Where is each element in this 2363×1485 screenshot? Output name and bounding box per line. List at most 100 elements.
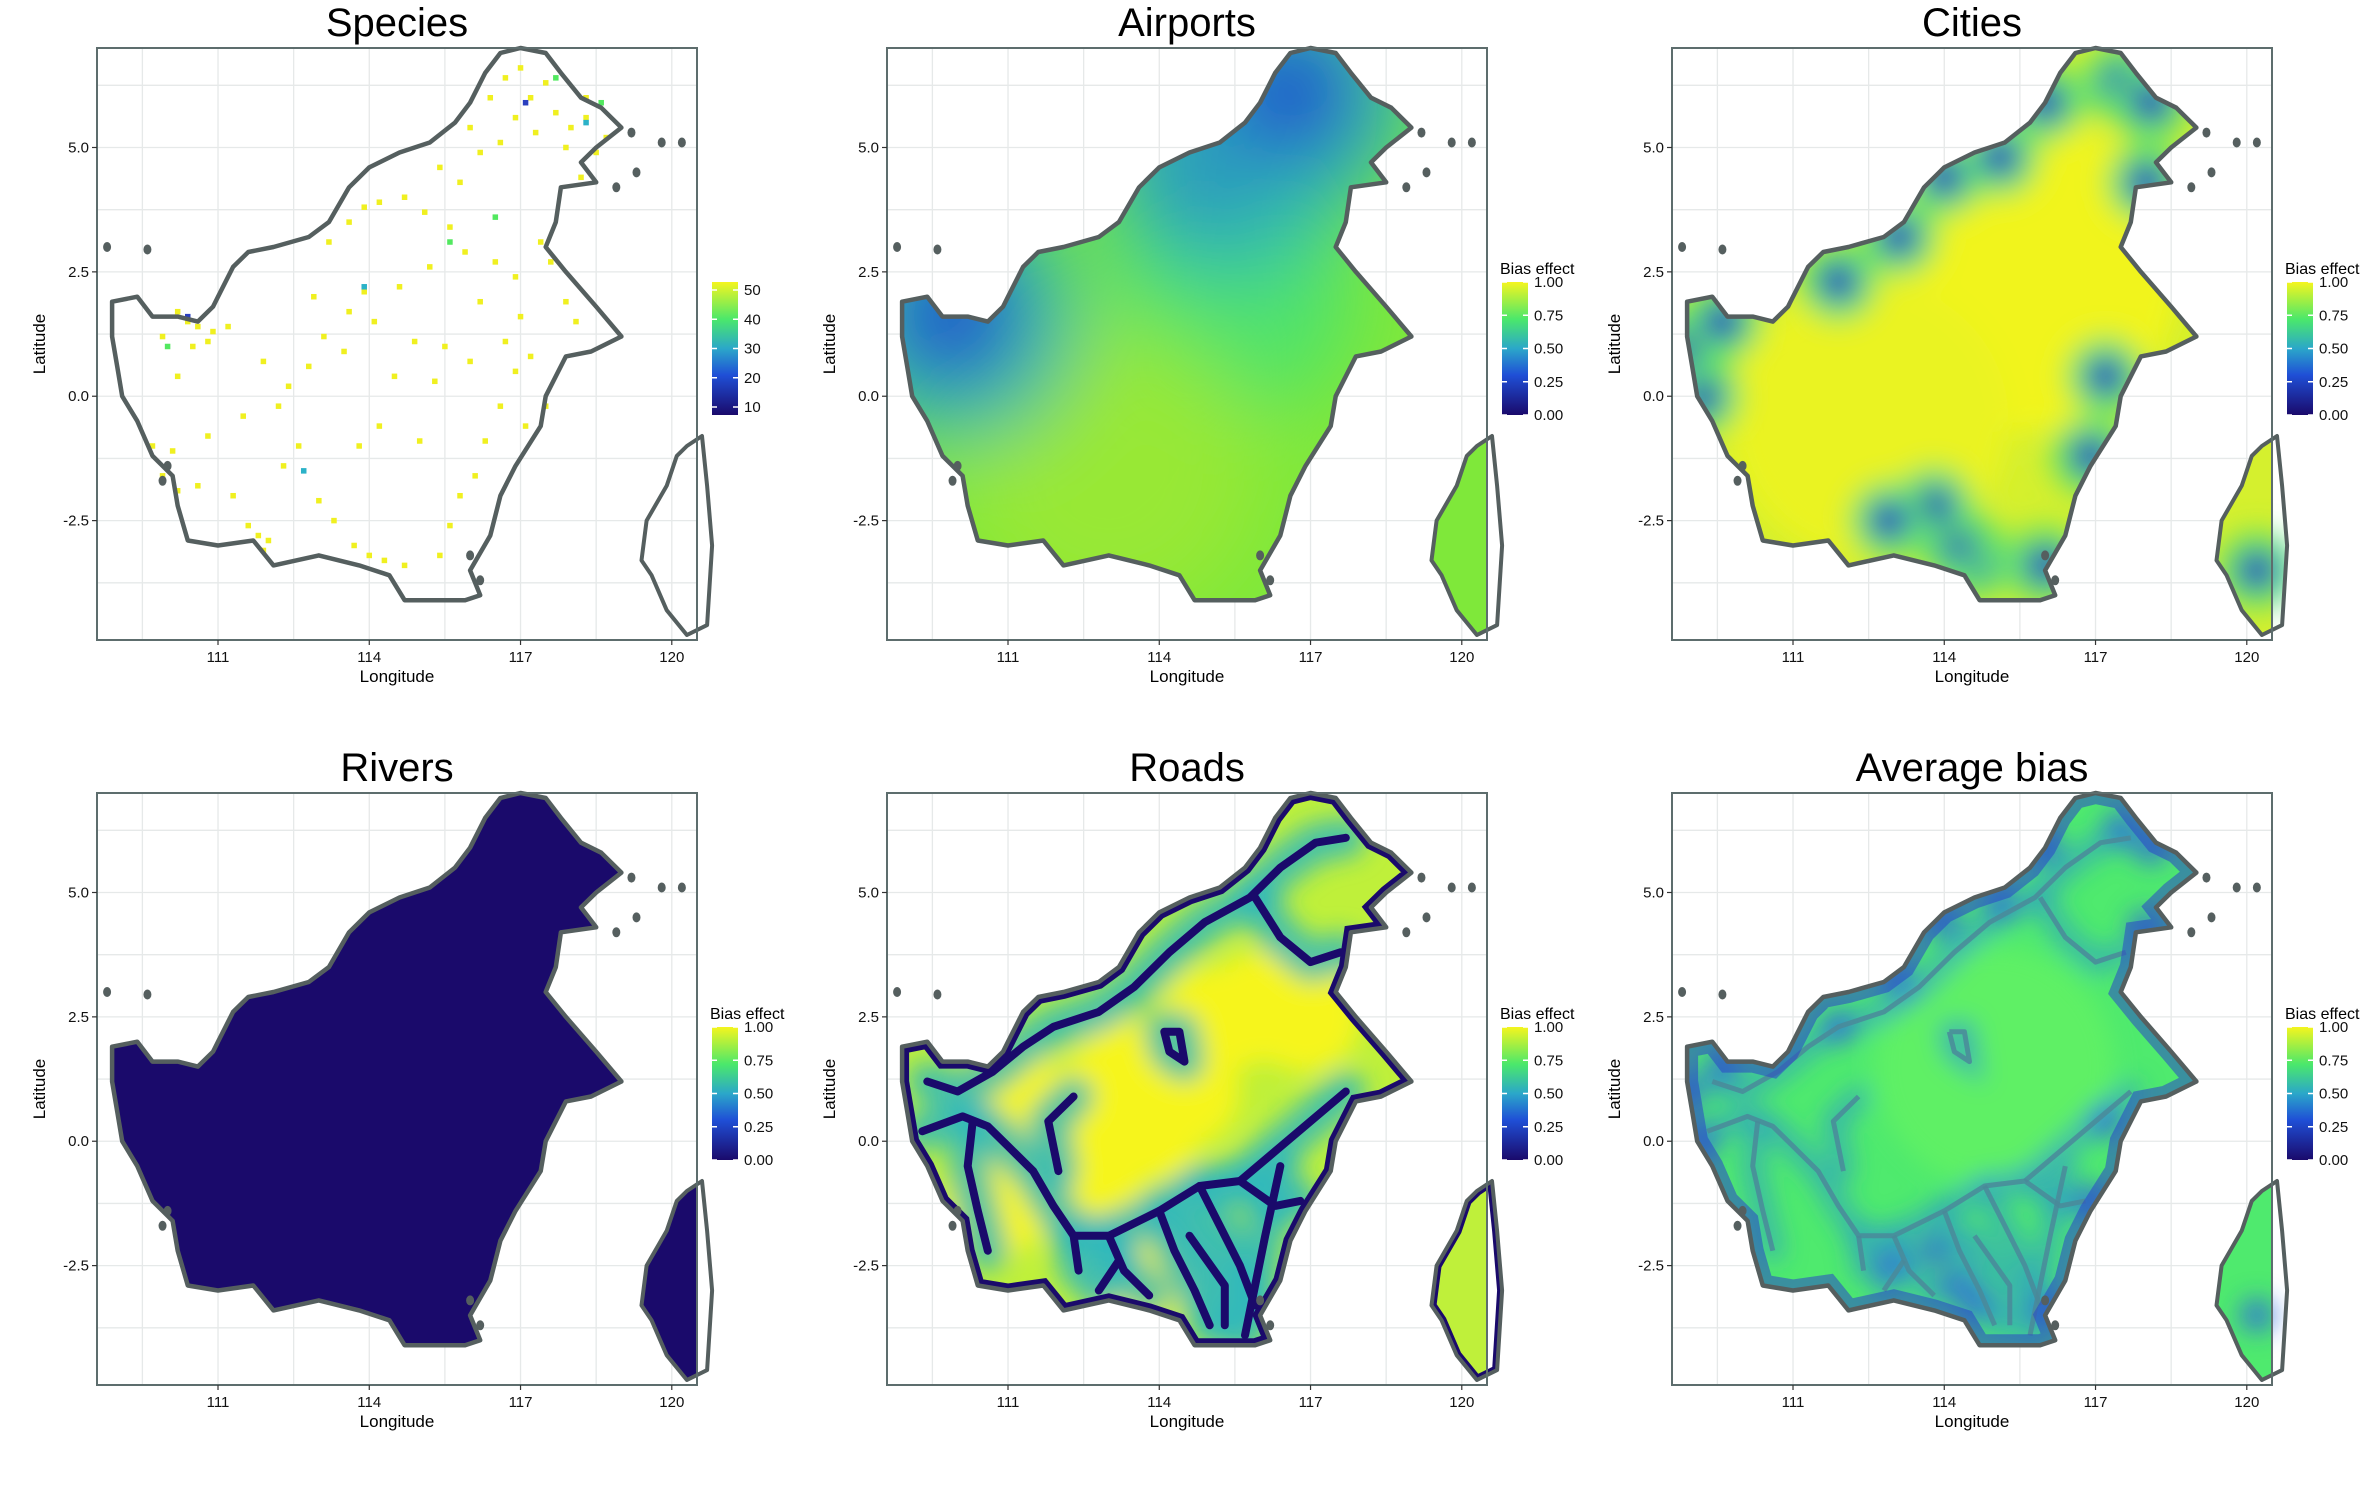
legend-label: 50 — [744, 282, 761, 299]
occurrence-cell — [497, 139, 504, 146]
legend-label: 1.00 — [1534, 274, 1563, 291]
x-tick-label: 111 — [1782, 649, 1805, 666]
occurrence-cell — [265, 537, 272, 544]
legend-label: 0.75 — [2319, 307, 2348, 324]
occurrence-cell-high — [164, 343, 171, 350]
panel-title: Species — [326, 1, 468, 45]
legend: 50 40 30 20 10 — [712, 282, 761, 416]
plot-frame — [1671, 47, 2273, 641]
y-tick-label: 2.5 — [858, 1009, 879, 1026]
plot-frame — [96, 792, 698, 1386]
map-panel-cities: Cities 111 114 117 120 5.0 2.5 0.0 -2.5 Longitude… — [1575, 0, 2363, 740]
legend-label: 0.00 — [744, 1152, 773, 1169]
x-axis-label: Longitude — [1150, 1412, 1225, 1431]
occurrence-cell — [169, 448, 176, 454]
y-tick-label: -2.5 — [1638, 513, 1664, 530]
occurrence-cell — [512, 274, 519, 280]
legend-label: 0.50 — [744, 1086, 773, 1103]
panel-title: Average bias — [1856, 746, 2089, 790]
x-tick-label: 114 — [1147, 649, 1171, 666]
legend-label: 0.75 — [1534, 307, 1563, 324]
y-tick-label: 2.5 — [1643, 1009, 1664, 1026]
map-panel-rivers: Rivers 111 114 117 120 5.0 2.5 0.0 -2.5 Longitude… — [0, 745, 790, 1485]
legend-label: 0.00 — [1534, 1152, 1563, 1169]
occurrence-cell — [467, 358, 473, 365]
occurrence-cell — [240, 413, 246, 419]
occurrence-cell — [527, 353, 534, 360]
land-fill — [1687, 48, 2288, 635]
occurrence-cell — [159, 333, 166, 340]
occurrence-cell — [326, 239, 332, 245]
x-tick-label: 117 — [509, 1394, 533, 1411]
occurrence-cell — [542, 80, 549, 86]
legend-label: 0.25 — [2319, 1119, 2348, 1136]
x-tick-label: 111 — [1782, 1394, 1805, 1411]
x-axis-label: Longitude — [1150, 667, 1225, 686]
y-axis-label: Latitude — [1605, 1059, 1624, 1120]
legend-label: 0.50 — [2319, 341, 2348, 358]
y-tick-label: 0.0 — [68, 388, 89, 405]
occurrence-cell — [537, 239, 544, 245]
occurrence-cell — [487, 94, 494, 101]
y-tick-label: -2.5 — [63, 513, 89, 530]
occurrence-cell — [583, 114, 589, 121]
occurrence-cell — [356, 443, 362, 449]
occurrence-cell-high — [583, 119, 589, 126]
y-axis-label: Latitude — [30, 314, 49, 375]
occurrence-cell — [391, 373, 398, 380]
occurrence-cell — [517, 65, 524, 71]
x-tick-label: 111 — [207, 649, 230, 666]
land-fill — [902, 48, 1487, 635]
occurrence-cell — [210, 328, 216, 335]
occurrence-cell — [190, 343, 196, 350]
occurrence-cell — [346, 308, 352, 315]
occurrence-cell-high — [598, 99, 604, 106]
occurrence-cell — [497, 403, 504, 409]
occurrence-cell — [366, 552, 373, 559]
legend-title: Bias effect — [1500, 261, 1575, 278]
map-svg-roads: Roads 111 114 117 120 5.0 2.5 0.0 -2.5 Longitude L… — [820, 746, 1575, 1431]
occurrence-cell — [381, 557, 388, 564]
x-tick-label: 114 — [357, 649, 381, 666]
legend-label: 0.75 — [744, 1052, 773, 1069]
y-tick-label: -2.5 — [63, 1258, 89, 1275]
x-axis-label: Longitude — [360, 1412, 435, 1431]
y-tick-label: 5.0 — [68, 139, 89, 156]
occurrence-cell — [371, 318, 378, 325]
occurrence-cell — [280, 463, 287, 469]
x-tick-label: 111 — [997, 1394, 1020, 1411]
map-panel-points: Species 111 114 117 120 5.0 2.5 0.0 -2.5 Longitud… — [0, 0, 790, 740]
occurrence-cell — [416, 438, 423, 444]
map-svg-rivers: Rivers 111 114 117 120 5.0 2.5 0.0 -2.5 Longitude… — [30, 746, 785, 1431]
plot-frame — [886, 792, 1488, 1386]
y-tick-label: -2.5 — [1638, 1258, 1664, 1275]
x-tick-label: 117 — [2084, 649, 2108, 666]
occurrence-cell-high — [553, 75, 559, 81]
occurrence-cell — [432, 378, 438, 385]
occurrence-cell — [361, 204, 367, 210]
y-tick-label: 5.0 — [68, 884, 89, 901]
occurrence-cell — [205, 433, 211, 439]
occurrence-cell — [532, 129, 539, 136]
legend-title: Bias effect — [2285, 261, 2360, 278]
map-svg-points: Species 111 114 117 120 5.0 2.5 0.0 -2.5 Longitud… — [30, 1, 761, 686]
occurrence-cell — [351, 542, 357, 549]
plot-frame — [1671, 792, 2273, 1386]
occurrence-cell — [578, 174, 584, 181]
legend-label: 20 — [744, 370, 761, 387]
legend-label: 10 — [744, 399, 761, 416]
occurrence-cell — [205, 338, 211, 345]
y-tick-label: 5.0 — [1643, 884, 1664, 901]
occurrence-cell — [427, 264, 433, 270]
map-panel-average: Average bias 111 114 117 120 5.0 2.5 0.0 -2.5 Lon… — [1575, 745, 2363, 1485]
y-tick-label: 5.0 — [858, 884, 879, 901]
occurrence-cell — [376, 423, 383, 429]
map-svg-airports: Airports 111 114 117 120 5.0 2.5 0.0 -2.5 Longitu… — [820, 1, 1575, 686]
map-panel-roads: Roads 111 114 117 120 5.0 2.5 0.0 -2.5 Longitude L… — [790, 745, 1580, 1485]
legend-label: 1.00 — [1534, 1019, 1563, 1036]
occurrence-cell — [396, 284, 403, 290]
y-tick-label: -2.5 — [853, 1258, 879, 1275]
